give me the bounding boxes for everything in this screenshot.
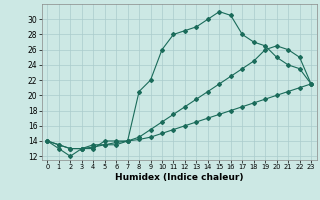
X-axis label: Humidex (Indice chaleur): Humidex (Indice chaleur) — [115, 173, 244, 182]
